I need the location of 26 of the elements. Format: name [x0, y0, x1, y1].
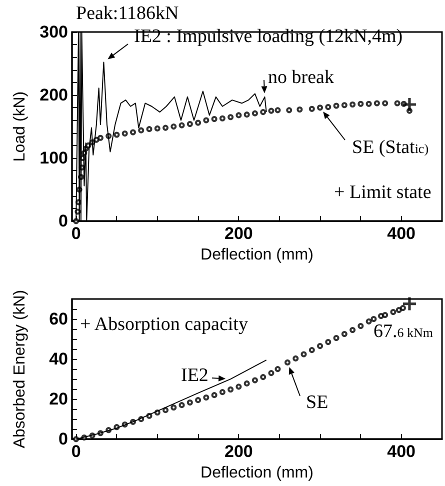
y-tick-label: 0	[58, 212, 68, 231]
annotation: no break	[268, 67, 334, 88]
x-axis-title: Deflection (mm)	[200, 464, 314, 482]
annotation: + Absorption capacity	[80, 314, 248, 335]
x-tick-label: 0	[71, 442, 81, 462]
annotation: SE (Static)	[352, 137, 429, 158]
x-tick-label: 0	[71, 224, 81, 244]
y-tick-label: 20	[49, 390, 68, 409]
y-tick-label: 200	[40, 86, 68, 105]
y-axis-title: Load (kN)	[12, 91, 28, 162]
x-tick-label: 200	[224, 224, 253, 244]
x-axis-title: Deflection (mm)	[200, 246, 314, 264]
y-tick-label: 60	[49, 310, 68, 329]
y-tick-label: 0	[58, 430, 68, 449]
annotation: + Limit state	[334, 182, 432, 203]
y-axis-title: Absorbed Energy (kN)	[12, 290, 28, 448]
x-tick-label: 200	[224, 442, 253, 462]
annotation: SE	[306, 392, 328, 413]
annotation: 67.6 kNm	[373, 320, 433, 342]
text: Peak:1186kN	[76, 3, 180, 24]
y-tick-label: 40	[49, 350, 68, 369]
y-tick-label: 300	[40, 22, 68, 42]
x-tick-label: 400	[387, 442, 416, 462]
y-tick-label: 100	[40, 148, 68, 168]
x-tick-label: 400	[387, 224, 416, 244]
annotation: IE2	[181, 365, 208, 386]
